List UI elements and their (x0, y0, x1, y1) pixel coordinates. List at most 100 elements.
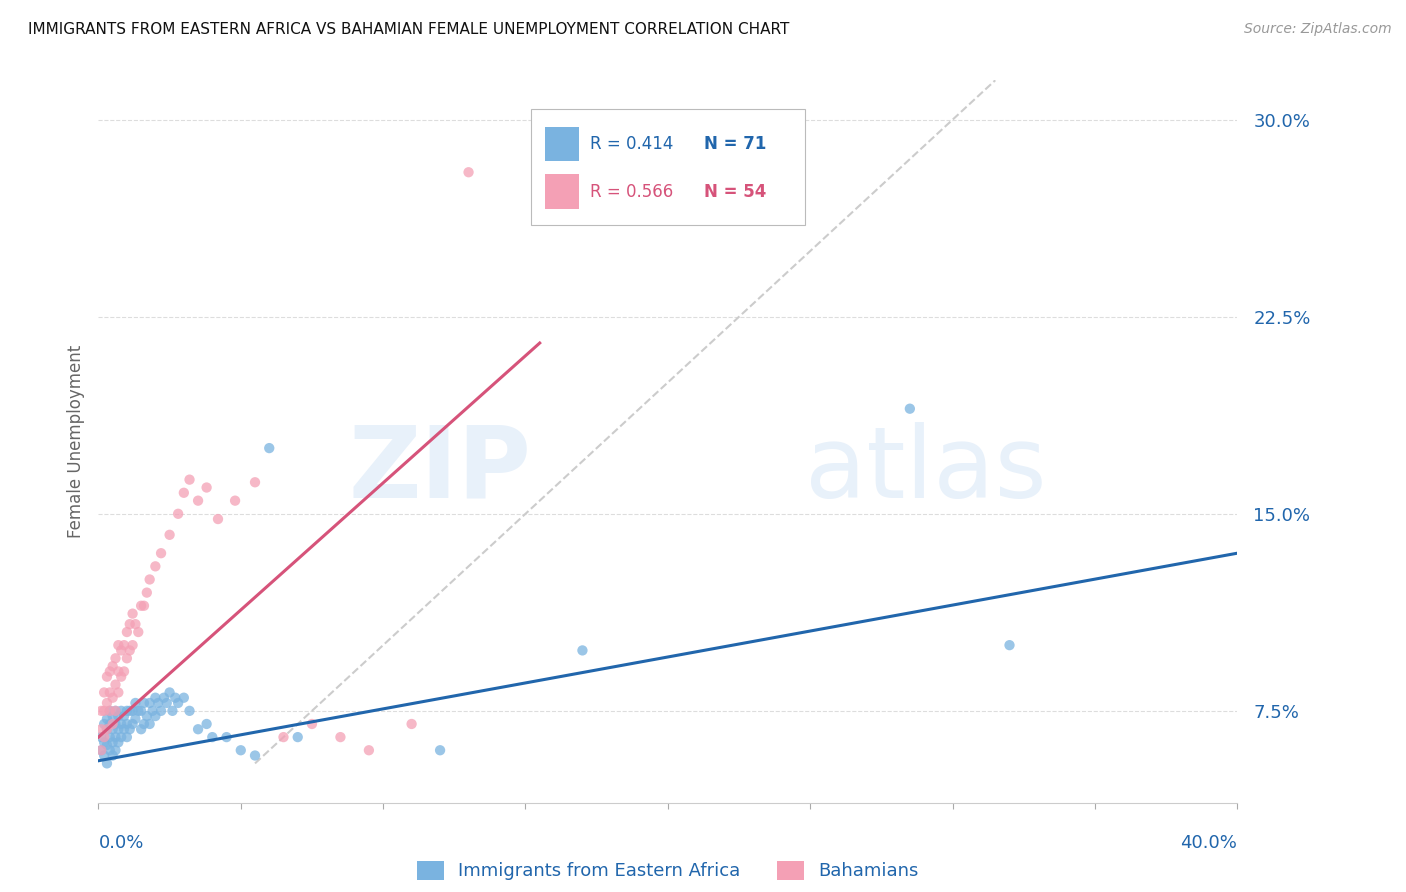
Point (101, 690, 124, 705)
Point (93, 704, 115, 718)
FancyBboxPatch shape (531, 109, 804, 225)
Point (107, 723, 129, 737)
Point (150, 546, 173, 560)
Point (110, 730, 132, 744)
Point (104, 704, 127, 718)
Point (159, 528, 181, 542)
Point (127, 704, 149, 718)
Point (107, 735, 129, 749)
Point (101, 659, 124, 673)
Point (357, 743, 380, 757)
Point (93, 717, 115, 731)
Point (110, 670, 132, 684)
Point (273, 730, 295, 744)
Point (110, 717, 132, 731)
Point (107, 638, 129, 652)
Point (98, 730, 121, 744)
Point (110, 704, 132, 718)
Text: ZIP: ZIP (349, 422, 531, 519)
Bar (546, 174, 579, 209)
Point (124, 696, 146, 710)
Point (457, 165, 479, 179)
Point (207, 512, 229, 526)
Point (110, 643, 132, 657)
Point (104, 704, 127, 718)
Point (141, 704, 163, 718)
Point (243, 748, 266, 763)
Point (165, 690, 187, 705)
Point (145, 559, 167, 574)
Point (112, 665, 135, 679)
Point (115, 730, 138, 744)
Point (107, 665, 129, 679)
Point (112, 709, 135, 723)
Point (132, 717, 155, 731)
Point (187, 493, 209, 508)
Point (998, 638, 1021, 652)
Point (148, 696, 170, 710)
Point (898, 401, 921, 416)
Point (90, 723, 112, 737)
Point (129, 723, 152, 737)
Point (195, 481, 218, 495)
Point (153, 690, 176, 705)
Point (104, 717, 127, 731)
Point (127, 625, 149, 640)
Point (173, 485, 195, 500)
Point (96, 723, 118, 737)
Point (101, 723, 124, 737)
Point (90, 743, 112, 757)
Point (159, 685, 181, 699)
Point (107, 709, 129, 723)
Point (138, 717, 160, 731)
Point (101, 709, 124, 723)
Point (179, 473, 201, 487)
Point (156, 696, 179, 710)
Point (118, 723, 141, 737)
Point (187, 723, 209, 737)
Point (132, 599, 155, 613)
Point (195, 717, 218, 731)
Point (98, 665, 121, 679)
Legend: Immigrants from Eastern Africa, Bahamians: Immigrants from Eastern Africa, Bahamian… (409, 854, 927, 888)
Text: N = 54: N = 54 (704, 183, 766, 201)
Point (118, 617, 141, 632)
Point (93, 735, 115, 749)
Point (104, 743, 127, 757)
Point (96, 712, 118, 726)
Point (259, 441, 281, 455)
Point (173, 690, 195, 705)
Point (118, 643, 141, 657)
Point (112, 723, 135, 737)
Point (129, 704, 152, 718)
Point (215, 730, 238, 744)
Point (132, 696, 155, 710)
Bar (546, 127, 579, 161)
Point (571, 643, 593, 657)
Point (129, 599, 152, 613)
Point (104, 677, 127, 691)
Point (101, 748, 124, 763)
Point (101, 717, 124, 731)
Point (179, 704, 201, 718)
Point (98, 743, 121, 757)
Point (145, 709, 167, 723)
Point (121, 704, 143, 718)
Point (93, 685, 115, 699)
Y-axis label: Female Unemployment: Female Unemployment (66, 345, 84, 538)
Text: R = 0.414: R = 0.414 (591, 135, 673, 153)
Point (124, 712, 146, 726)
Point (98, 704, 121, 718)
Point (96, 756, 118, 771)
Point (167, 696, 190, 710)
Point (115, 704, 138, 718)
Text: N = 71: N = 71 (704, 135, 766, 153)
Point (90, 730, 112, 744)
Point (104, 730, 127, 744)
Point (229, 743, 252, 757)
Point (224, 493, 246, 508)
Point (121, 607, 143, 621)
Point (135, 709, 157, 723)
Point (93, 748, 115, 763)
Point (93, 730, 115, 744)
